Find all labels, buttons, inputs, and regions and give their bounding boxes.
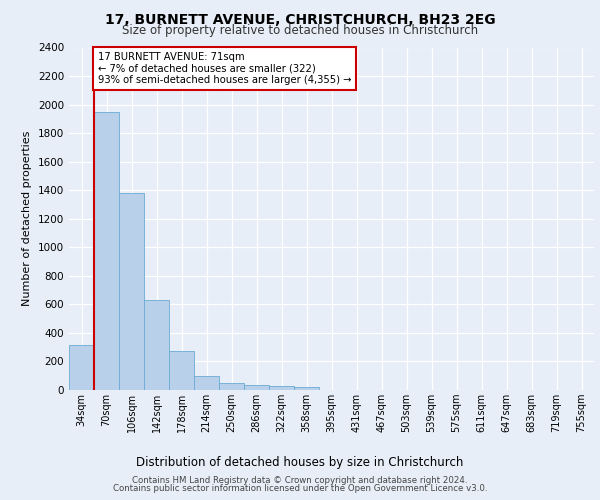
Bar: [69, 345, 94, 390]
Text: 17, BURNETT AVENUE, CHRISTCHURCH, BH23 2EG: 17, BURNETT AVENUE, CHRISTCHURCH, BH23 2…: [104, 12, 496, 26]
Text: Distribution of detached houses by size in Christchurch: Distribution of detached houses by size …: [136, 456, 464, 469]
Bar: [144, 300, 169, 390]
Text: Contains HM Land Registry data © Crown copyright and database right 2024.: Contains HM Land Registry data © Crown c…: [132, 476, 468, 485]
Bar: [169, 352, 194, 390]
Bar: [269, 386, 294, 390]
Bar: [94, 112, 119, 390]
Text: 17 BURNETT AVENUE: 71sqm
← 7% of detached houses are smaller (322)
93% of semi-d: 17 BURNETT AVENUE: 71sqm ← 7% of detache…: [98, 52, 351, 85]
Bar: [294, 387, 319, 390]
Bar: [194, 376, 219, 390]
Y-axis label: Number of detached properties: Number of detached properties: [22, 131, 32, 306]
Text: Size of property relative to detached houses in Christchurch: Size of property relative to detached ho…: [122, 24, 478, 37]
Bar: [219, 383, 244, 390]
Bar: [244, 385, 269, 390]
Bar: [119, 193, 144, 390]
Text: Contains public sector information licensed under the Open Government Licence v3: Contains public sector information licen…: [113, 484, 487, 493]
